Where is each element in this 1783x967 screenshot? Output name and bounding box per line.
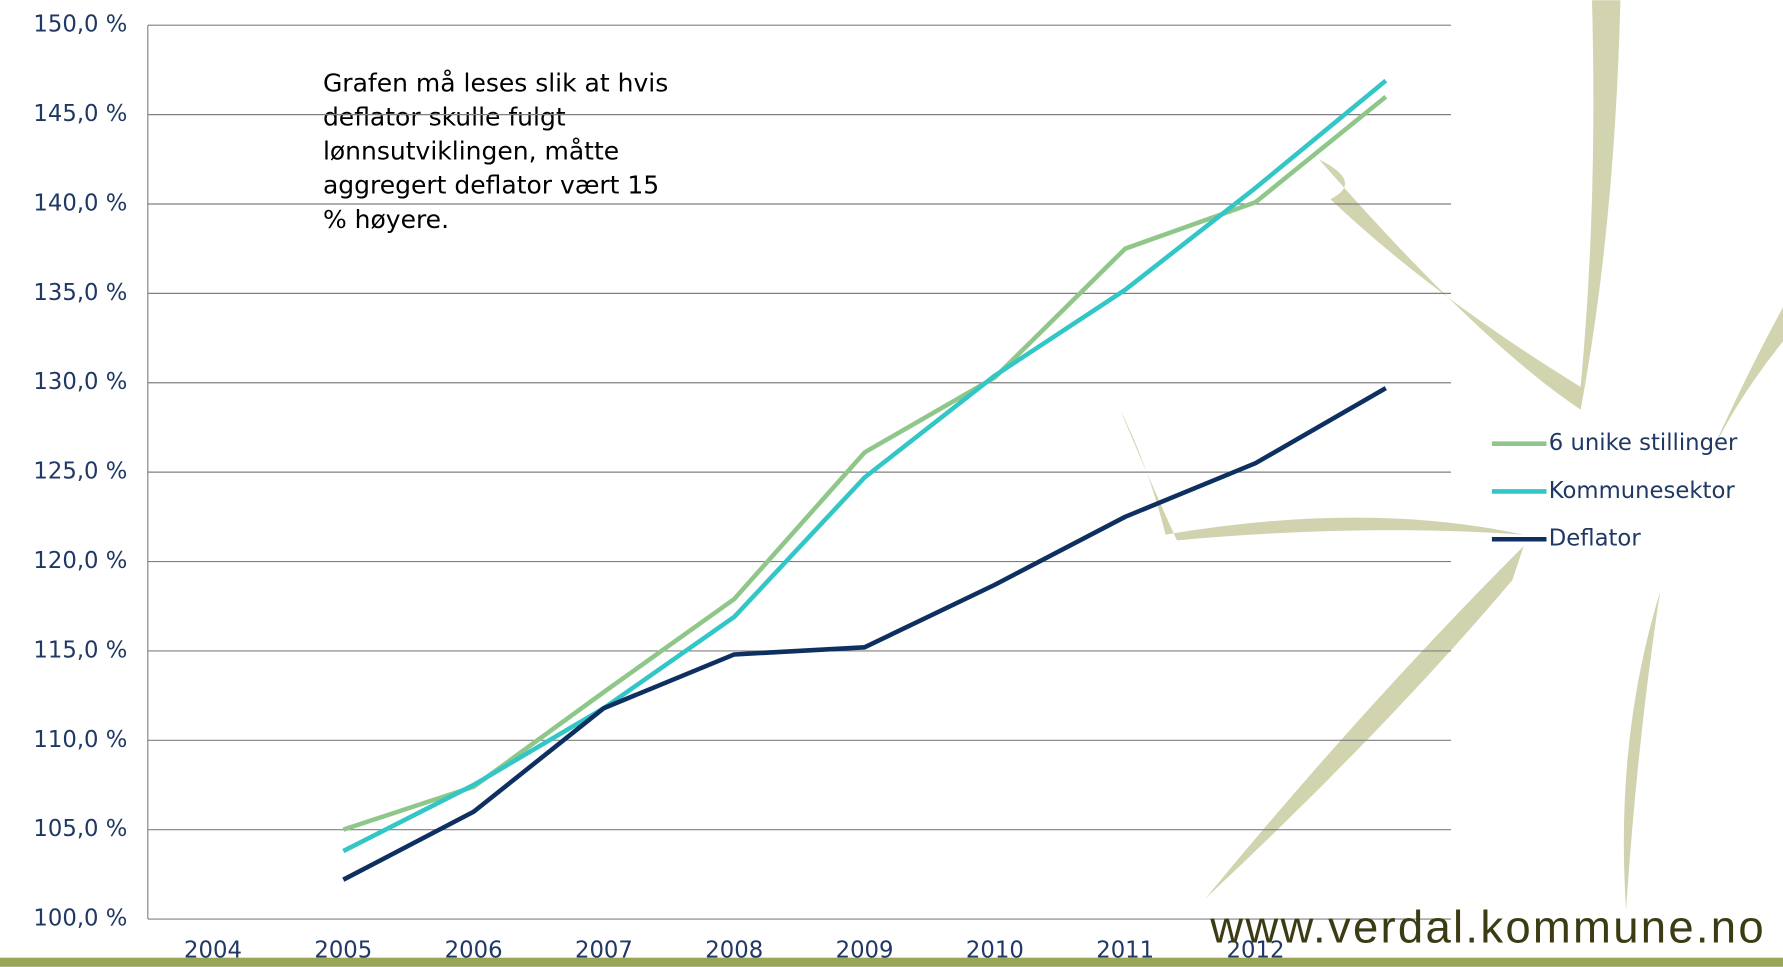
annotation-line: deflator skulle fulgt (323, 102, 566, 131)
y-tick-label: 100,0 % (33, 906, 127, 932)
x-tick-label: 2010 (966, 937, 1024, 963)
y-tick-label: 110,0 % (33, 727, 127, 753)
x-tick-label: 2008 (705, 937, 763, 963)
series-line (343, 388, 1386, 880)
chart: Grafen må leses slik at hvis deflator sku… (0, 0, 1783, 967)
x-tick-label: 2005 (314, 937, 372, 963)
annotation-line: % høyere. (323, 205, 449, 234)
x-tick-label: 2004 (184, 937, 242, 963)
legend-label: Deflator (1549, 526, 1642, 552)
x-tick-label: 2006 (445, 937, 503, 963)
legend-label: Kommunesektor (1549, 478, 1736, 504)
y-tick-label: 145,0 % (33, 101, 127, 127)
y-tick-label: 120,0 % (33, 548, 127, 574)
y-tick-label: 140,0 % (33, 190, 127, 216)
y-tick-label: 125,0 % (33, 459, 127, 485)
y-tick-label: 105,0 % (33, 816, 127, 842)
legend-label: 6 unike stillinger (1549, 430, 1738, 456)
x-tick-label: 2011 (1096, 937, 1154, 963)
x-tick-label: 2007 (575, 937, 633, 963)
footer-url: www.verdal.kommune.no (1209, 901, 1766, 952)
annotation-line: lønnsutviklingen, måtte (323, 137, 619, 166)
y-tick-label: 150,0 % (33, 12, 127, 38)
y-tick-label: 115,0 % (33, 637, 127, 663)
annotation-line: Grafen må leses slik at hvis (323, 68, 668, 97)
y-tick-label: 130,0 % (33, 369, 127, 395)
x-tick-label: 2009 (836, 937, 894, 963)
annotation: Grafen må leses slik at hvis deflator sku… (323, 68, 668, 233)
annotation-line: aggregert deflator vært 15 (323, 171, 659, 200)
y-tick-label: 135,0 % (33, 280, 127, 306)
